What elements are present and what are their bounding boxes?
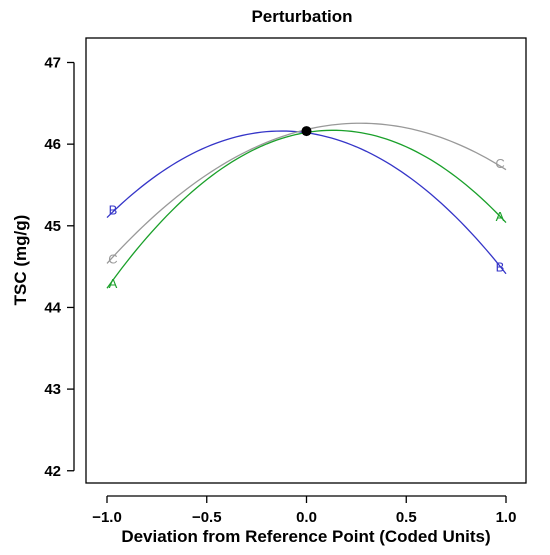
y-tick-label: 47	[44, 54, 61, 71]
chart-title: Perturbation	[251, 7, 352, 26]
x-tick-label: −1.0	[92, 509, 122, 526]
series-label-a-left: A	[109, 276, 118, 291]
x-axis: −1.0 −0.5 0.0 0.5 1.0	[92, 495, 517, 526]
series-line-c	[106, 122, 507, 264]
series-curves	[106, 122, 507, 289]
series-line-a	[106, 129, 507, 289]
y-tick-label: 46	[44, 136, 61, 153]
x-axis-label: Deviation from Reference Point (Coded Un…	[121, 527, 490, 546]
series-label-b-right: B	[496, 260, 505, 275]
y-axis: 42 43 44 45 46 47	[44, 54, 75, 480]
x-tick-label: 0.5	[396, 509, 417, 526]
y-axis-label: TSC (mg/g)	[11, 215, 30, 306]
reference-point	[301, 126, 312, 137]
series-label-c-right: C	[495, 156, 504, 171]
plot-frame	[85, 37, 527, 484]
series-label-a-right: A	[496, 209, 505, 224]
x-tick-label: −0.5	[192, 509, 222, 526]
plot-area: A A B B C C	[85, 37, 527, 484]
y-tick-label: 44	[44, 299, 61, 316]
x-tick-label: 1.0	[496, 509, 517, 526]
y-tick-label: 43	[44, 381, 61, 398]
y-tick-label: 42	[44, 463, 61, 480]
y-tick-label: 45	[44, 218, 61, 235]
x-tick-label: 0.0	[296, 509, 317, 526]
series-label-c-left: C	[108, 251, 117, 266]
series-label-b-left: B	[109, 202, 118, 217]
series-labels: A A B B C C	[108, 156, 504, 291]
series-line-b	[106, 130, 507, 275]
